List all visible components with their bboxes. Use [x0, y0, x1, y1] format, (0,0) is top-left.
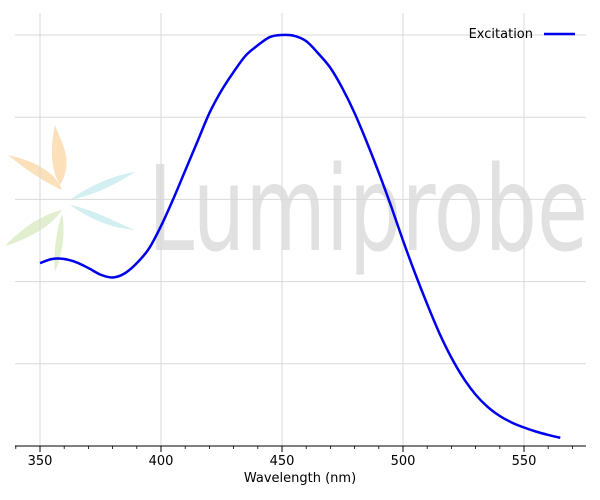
x-tick-label-450: 450	[270, 454, 295, 469]
legend-label-excitation: Excitation	[469, 27, 533, 42]
watermark-text: Lumiprobe	[148, 140, 588, 278]
grid	[15, 13, 586, 446]
x-tick-label-400: 400	[149, 454, 174, 469]
x-tick-label-500: 500	[391, 454, 416, 469]
x-tick-label-550: 550	[512, 454, 537, 469]
x-axis-label: Wavelength (nm)	[244, 471, 356, 486]
x-ticks: 350 400 450 500 550	[15, 446, 573, 469]
lumiprobe-star-icon	[5, 125, 135, 272]
legend: Excitation	[469, 27, 575, 42]
lumiprobe-logo-watermark: Lumiprobe	[5, 125, 588, 278]
x-tick-label-350: 350	[28, 454, 53, 469]
series-line-excitation	[39, 33, 561, 439]
series-layer	[39, 33, 561, 439]
